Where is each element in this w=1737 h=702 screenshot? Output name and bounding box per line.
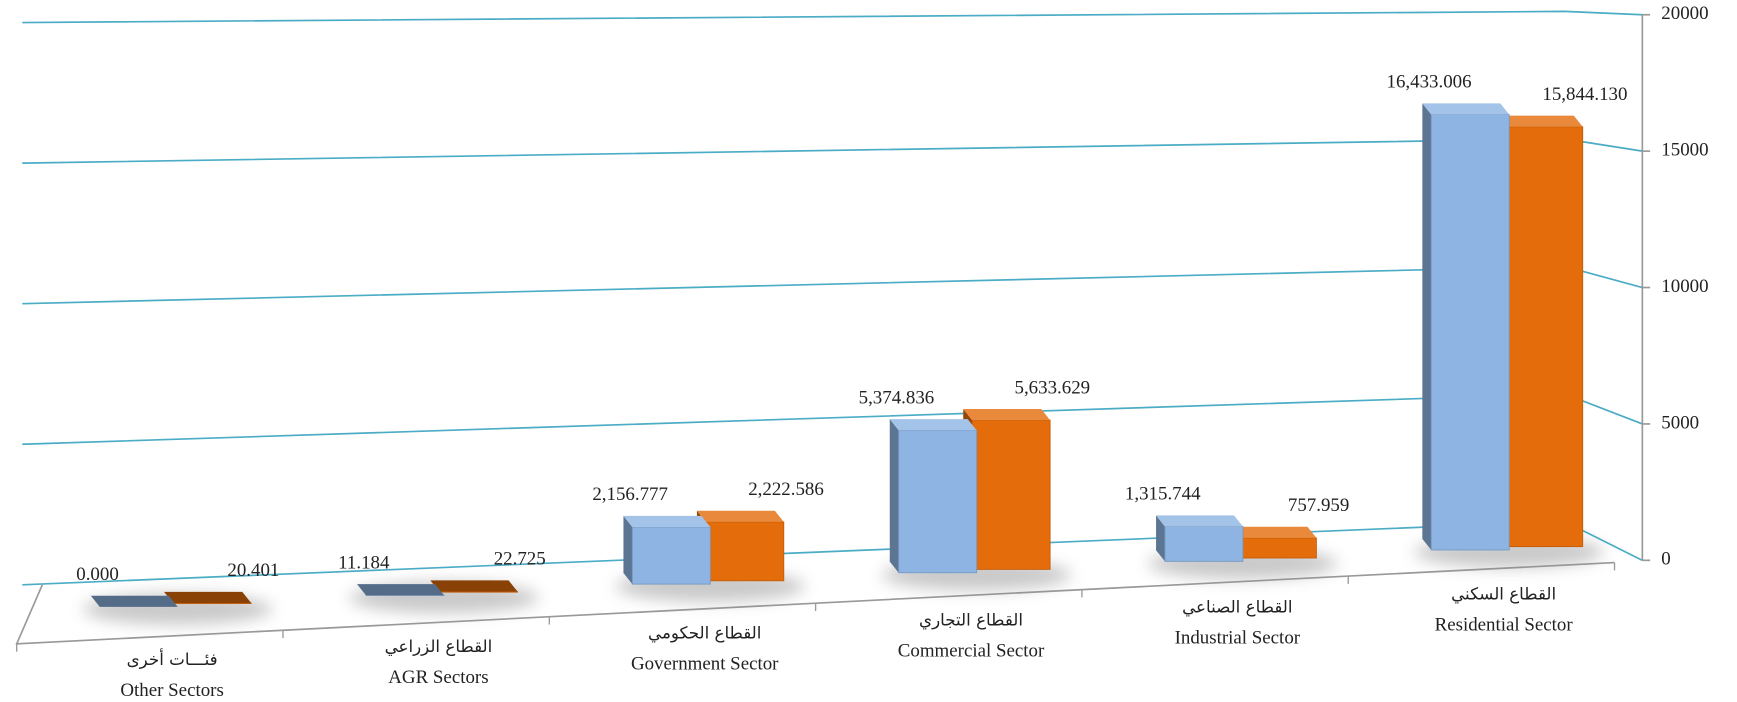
floor — [15, 14, 1644, 645]
bar-top — [90, 595, 178, 607]
value-label: 15,844.130 — [1542, 84, 1627, 105]
bar — [1504, 126, 1584, 548]
labels: 0 5000 10000 15000 20000 20.401 0.000 فئـــات أ… — [76, 3, 1708, 701]
bar-top — [623, 515, 711, 527]
floor-edge — [15, 561, 1615, 645]
value-label: 22.725 — [494, 549, 546, 570]
bar-side — [357, 584, 367, 596]
category-label-arabic: القطاع التجاري — [919, 610, 1023, 631]
bar-side — [1422, 103, 1432, 550]
category-label-arabic: القطاع الصناعي — [1182, 597, 1292, 618]
bar-top — [696, 510, 784, 522]
y-tick-label: 10000 — [1661, 276, 1708, 297]
bar-top — [164, 591, 252, 603]
bar — [1164, 526, 1244, 562]
category-label: Industrial Sector — [1175, 628, 1301, 649]
value-label: 0.000 — [76, 564, 119, 585]
value-label: 11.184 — [338, 552, 390, 573]
category-label-arabic: القطاع الزراعي — [385, 636, 493, 657]
value-label: 1,315.744 — [1125, 484, 1201, 505]
bar-top — [963, 408, 1051, 421]
value-label: 2,222.586 — [748, 479, 824, 500]
bar-top — [1156, 515, 1243, 527]
category-label: Other Sectors — [120, 680, 223, 701]
value-label: 20.401 — [227, 560, 279, 581]
bar-top — [889, 419, 977, 431]
y-tick-label: 5000 — [1661, 412, 1699, 433]
bar — [439, 591, 518, 593]
bar-top — [1495, 115, 1583, 127]
y-tick-label: 15000 — [1661, 139, 1708, 160]
bar-side — [1156, 515, 1165, 562]
category-label-arabic: القطاع السكني — [1451, 584, 1556, 605]
bar — [631, 526, 711, 585]
bars — [83, 103, 1604, 625]
bar-top — [1229, 526, 1317, 538]
value-label: 2,156.777 — [592, 484, 668, 505]
bar — [1430, 114, 1510, 551]
y-tick-label: 0 — [1661, 549, 1670, 570]
category-label: Commercial Sector — [898, 641, 1045, 662]
bar — [172, 602, 252, 604]
bar — [898, 429, 978, 574]
value-label: 5,633.629 — [1015, 377, 1091, 398]
value-label: 16,433.006 — [1386, 72, 1471, 93]
bar-top — [1422, 103, 1510, 115]
value-label: 5,374.836 — [859, 387, 935, 408]
grid-line — [22, 265, 1643, 305]
value-label: 757.959 — [1288, 495, 1349, 516]
grid — [16, 10, 1651, 652]
bar — [705, 521, 785, 582]
bar — [971, 419, 1051, 570]
y-tick-label: 20000 — [1661, 3, 1708, 24]
grid-line — [22, 10, 1643, 24]
category-label: Residential Sector — [1435, 615, 1574, 636]
bar-top — [357, 584, 444, 596]
grid-line — [22, 393, 1643, 446]
category-label-arabic: القطاع الحكومي — [648, 623, 761, 644]
bar-top — [430, 580, 518, 592]
category-label: Government Sector — [631, 654, 779, 675]
grid-line — [22, 138, 1643, 164]
bar — [1238, 537, 1317, 559]
bar-side — [889, 419, 899, 573]
category-label-arabic: فئـــات أخرى — [127, 648, 218, 669]
category-label: AGR Sectors — [388, 667, 488, 688]
bar-side — [623, 515, 633, 585]
